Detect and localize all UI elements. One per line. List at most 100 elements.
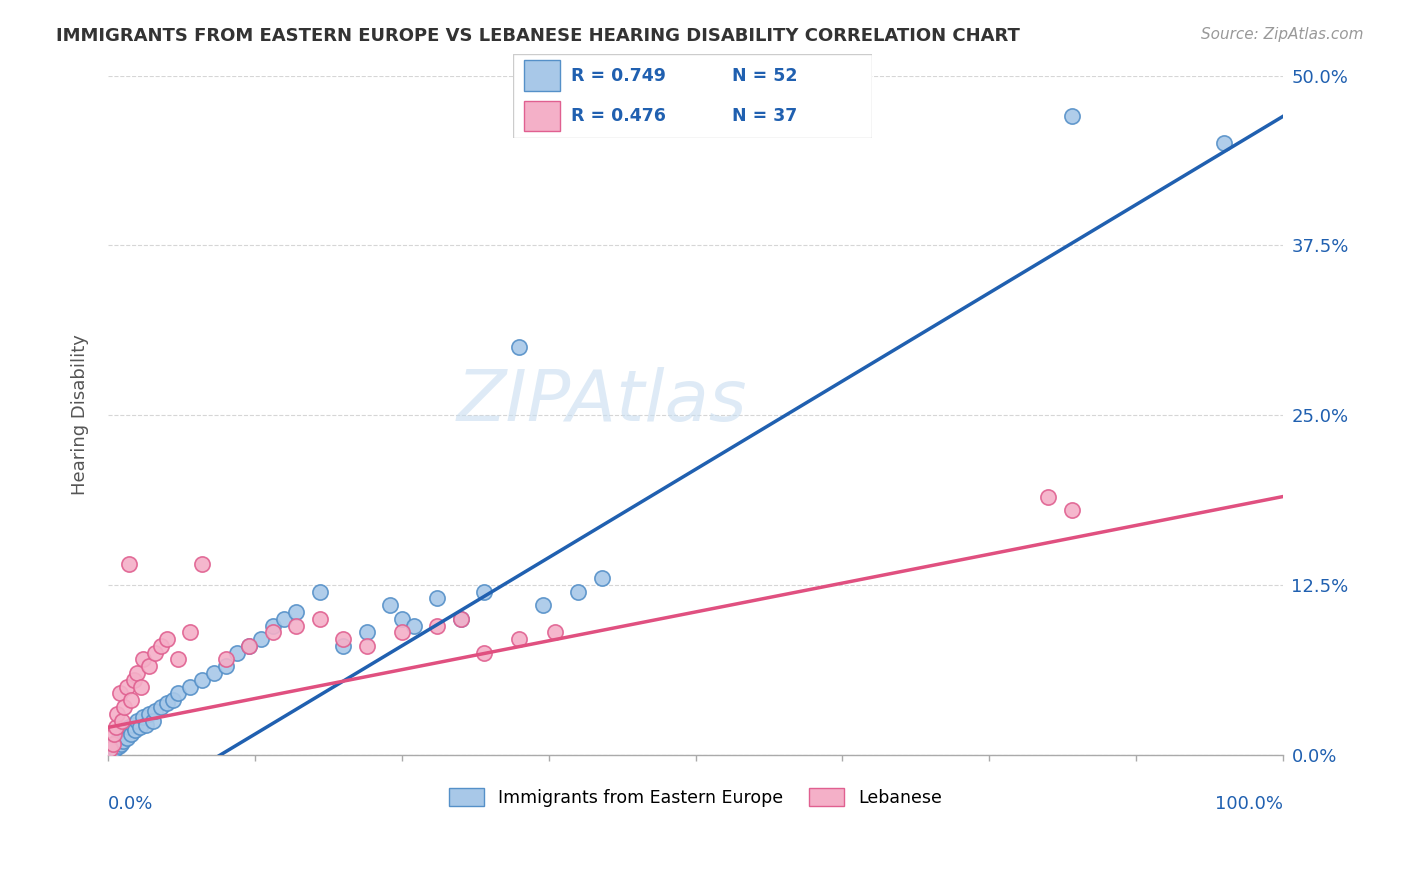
Point [103,727,125,741]
Point [121,727,143,741]
Point [543,625,565,640]
Text: R = 0.476: R = 0.476 [571,107,665,125]
Point [143,646,166,660]
Text: 0.0%: 0.0% [108,796,153,814]
Text: IMMIGRANTS FROM EASTERN EUROPE VS LEBANESE HEARING DISABILITY CORRELATION CHART: IMMIGRANTS FROM EASTERN EUROPE VS LEBANE… [56,27,1021,45]
Point [122,673,145,687]
Point [101,737,124,751]
Point [262,625,284,640]
Text: ZIPAtlas: ZIPAtlas [457,367,747,436]
Point [1036,490,1059,504]
Point [115,731,138,746]
Point [127,666,149,681]
Point [114,723,136,738]
Point [472,584,495,599]
Point [191,558,214,572]
Point [104,742,127,756]
Point [450,612,472,626]
Point [108,686,131,700]
FancyBboxPatch shape [524,101,560,131]
Point [273,612,295,626]
Point [238,639,260,653]
Point [531,598,554,612]
Point [179,625,201,640]
Text: 100.0%: 100.0% [1215,796,1284,814]
Point [149,700,172,714]
Legend: Immigrants from Eastern Europe, Lebanese: Immigrants from Eastern Europe, Lebanese [443,781,949,814]
Point [332,632,354,647]
Y-axis label: Hearing Disability: Hearing Disability [72,334,89,495]
Point [149,639,172,653]
Point [567,584,589,599]
Point [167,652,190,666]
Point [356,639,378,653]
Point [591,571,613,585]
Point [103,737,125,751]
Point [508,632,530,647]
Point [111,727,134,741]
Point [262,618,284,632]
Point [426,591,449,606]
Point [238,639,260,653]
Point [142,714,165,728]
Point [402,618,425,632]
Point [214,652,236,666]
Point [105,706,128,721]
Point [391,625,413,640]
Point [138,659,160,673]
Point [332,639,354,653]
Point [191,673,214,687]
Point [426,618,449,632]
Point [121,693,143,707]
Point [508,340,530,354]
Text: N = 37: N = 37 [733,107,797,125]
Point [179,680,201,694]
Text: R = 0.749: R = 0.749 [571,67,665,85]
Point [124,723,146,738]
Point [132,709,155,723]
Point [121,717,143,731]
Point [105,734,128,748]
Point [1213,136,1236,151]
Point [118,720,141,734]
Point [162,693,184,707]
Point [226,646,249,660]
Point [1060,109,1083,123]
Point [472,646,495,660]
Point [356,625,378,640]
Point [308,584,330,599]
Point [100,743,122,757]
Point [108,731,131,746]
Point [138,706,160,721]
Text: N = 52: N = 52 [733,67,797,85]
Point [378,598,401,612]
Point [167,686,190,700]
Point [111,714,134,728]
Point [285,605,308,619]
Point [308,612,330,626]
Point [115,680,138,694]
Point [110,737,132,751]
Point [135,717,157,731]
Point [450,612,472,626]
Text: Source: ZipAtlas.com: Source: ZipAtlas.com [1201,27,1364,42]
Point [129,680,152,694]
Point [118,558,141,572]
Point [98,740,121,755]
FancyBboxPatch shape [513,54,872,138]
Point [143,704,166,718]
Point [249,632,271,647]
Point [1060,503,1083,517]
Point [112,734,135,748]
Point [132,652,155,666]
Point [107,739,129,754]
Point [285,618,308,632]
Point [391,612,413,626]
Point [156,632,179,647]
Point [98,742,121,756]
Point [202,666,225,681]
FancyBboxPatch shape [524,61,560,91]
Point [214,659,236,673]
Point [105,720,128,734]
Point [128,720,150,734]
